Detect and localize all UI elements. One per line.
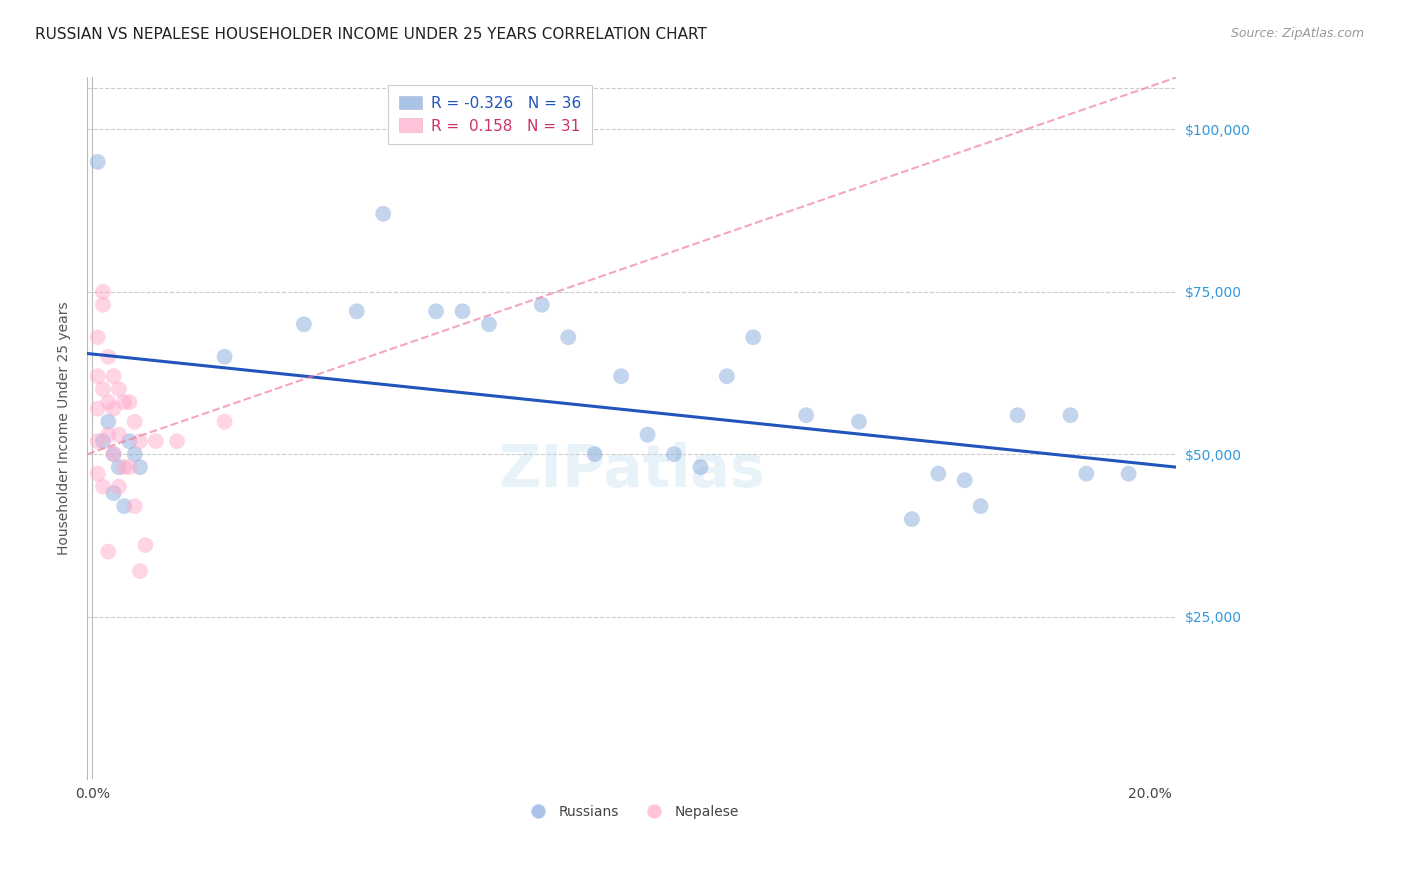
Point [689, 460, 711, 475]
Point [1118, 467, 1140, 481]
Point [87, 434, 110, 449]
Point [103, 447, 125, 461]
Point [91, 382, 114, 396]
Point [583, 447, 606, 461]
Point [87, 467, 110, 481]
Text: RUSSIAN VS NEPALESE HOUSEHOLDER INCOME UNDER 25 YEARS CORRELATION CHART: RUSSIAN VS NEPALESE HOUSEHOLDER INCOME U… [35, 27, 707, 42]
Point [214, 415, 236, 429]
Point [112, 460, 135, 475]
Point [97, 395, 120, 409]
Point [103, 486, 125, 500]
Point [118, 395, 141, 409]
Point [118, 434, 141, 449]
Point [927, 467, 949, 481]
Point [451, 304, 474, 318]
Point [166, 434, 188, 449]
Point [103, 401, 125, 416]
Point [292, 318, 315, 332]
Y-axis label: Householder Income Under 25 years: Householder Income Under 25 years [58, 301, 72, 555]
Point [742, 330, 765, 344]
Text: Source: ZipAtlas.com: Source: ZipAtlas.com [1230, 27, 1364, 40]
Point [145, 434, 167, 449]
Point [129, 434, 152, 449]
Point [530, 298, 553, 312]
Text: ZIPatlas: ZIPatlas [498, 442, 765, 499]
Point [794, 408, 817, 422]
Point [129, 564, 152, 578]
Point [103, 447, 125, 461]
Point [87, 330, 110, 344]
Point [118, 460, 141, 475]
Point [91, 434, 114, 449]
Point [97, 350, 120, 364]
Point [112, 499, 135, 513]
Point [97, 427, 120, 442]
Point [1007, 408, 1029, 422]
Point [87, 154, 110, 169]
Point [662, 447, 685, 461]
Point [87, 369, 110, 384]
Point [108, 427, 131, 442]
Point [108, 460, 131, 475]
Point [901, 512, 924, 526]
Point [134, 538, 156, 552]
Point [953, 473, 976, 487]
Point [103, 369, 125, 384]
Point [716, 369, 738, 384]
Point [1076, 467, 1098, 481]
Point [112, 395, 135, 409]
Point [478, 318, 501, 332]
Point [610, 369, 633, 384]
Point [346, 304, 368, 318]
Point [91, 480, 114, 494]
Point [848, 415, 870, 429]
Point [108, 382, 131, 396]
Point [124, 499, 146, 513]
Point [87, 401, 110, 416]
Point [129, 460, 152, 475]
Point [91, 285, 114, 299]
Point [1059, 408, 1081, 422]
Legend: Russians, Nepalese: Russians, Nepalese [519, 799, 745, 824]
Point [124, 415, 146, 429]
Point [969, 499, 991, 513]
Point [91, 298, 114, 312]
Point [97, 415, 120, 429]
Point [373, 207, 395, 221]
Point [108, 480, 131, 494]
Point [214, 350, 236, 364]
Point [425, 304, 447, 318]
Point [637, 427, 659, 442]
Point [124, 447, 146, 461]
Point [97, 544, 120, 558]
Point [557, 330, 579, 344]
